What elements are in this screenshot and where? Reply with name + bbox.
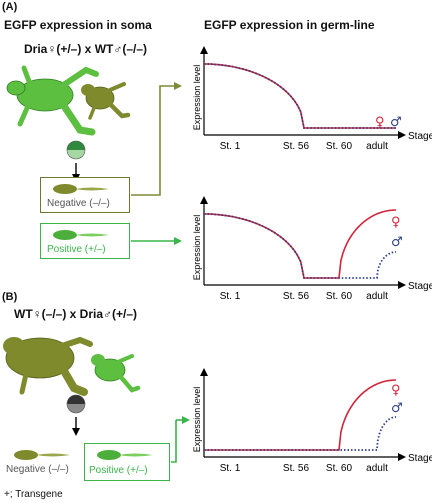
x-axis-label: Stage xyxy=(408,453,432,464)
x-axis-arrow-icon xyxy=(398,131,406,139)
olive-arrow-head-icon xyxy=(174,82,182,90)
positive-offspring-box-a: Positive (+/–) xyxy=(40,223,130,259)
tick-label: St. 1 xyxy=(220,291,241,302)
negative-label-a: Negative (–/–) xyxy=(47,198,110,209)
female-symbol: ♀ xyxy=(391,215,401,230)
positive-label-a: Positive (+/–) xyxy=(47,244,106,255)
tick-label: St. 56 xyxy=(283,141,310,152)
y-axis-label: Expression level xyxy=(192,387,202,453)
embryo-icon-a xyxy=(66,140,86,160)
series-female-line xyxy=(204,209,396,279)
y-axis-label: Expression level xyxy=(192,215,202,281)
x-axis-arrow-icon xyxy=(398,453,406,461)
negative-offspring-box-a: Negative (–/–) xyxy=(40,177,130,213)
x-axis-label: Stage xyxy=(408,131,432,142)
series-male-line xyxy=(204,63,396,129)
male-symbol: ♂ xyxy=(390,115,402,130)
series-female-line xyxy=(204,379,396,451)
female-symbol: ♀ xyxy=(391,383,401,398)
tick-label: St. 1 xyxy=(220,463,241,474)
tadpole-olive-icon xyxy=(53,184,109,194)
y-axis-label: Expression level xyxy=(192,65,202,131)
y-axis-arrow-icon xyxy=(200,368,208,376)
frog-female-olive-icon xyxy=(3,336,93,396)
male-symbol: ♂ xyxy=(391,235,403,250)
cross-a-label: Dria♀(+/–) x WT♂(–/–) xyxy=(24,42,148,56)
tadpole-olive-icon-b xyxy=(14,450,70,460)
tick-label: St. 60 xyxy=(326,141,353,152)
tadpole-green-icon xyxy=(53,230,109,240)
x-axis-label: Stage xyxy=(408,281,432,292)
chart-a-bottom: Expression level Stage St. 1 St. 56 St. 60 ad… xyxy=(192,196,432,302)
header-germline: EGFP expression in germ-line xyxy=(204,18,375,32)
tick-label: St. 1 xyxy=(220,141,241,152)
x-axis-arrow-icon xyxy=(398,281,406,289)
soma-illustration xyxy=(3,65,141,436)
chart-a-top: Expression level Stage St. 1 St. 56 St. 60 ad… xyxy=(192,46,432,152)
tick-label: St. 56 xyxy=(283,291,310,302)
tick-label: St. 56 xyxy=(283,463,310,474)
y-axis-arrow-icon xyxy=(200,46,208,54)
frog-female-green-icon xyxy=(6,65,99,136)
negative-label-b: Negative (–/–) xyxy=(6,464,69,475)
embryo-icon-b xyxy=(66,394,86,414)
tick-label: adult xyxy=(366,141,388,152)
cross-b-label: WT♀(–/–) x Dria♂(+/–) xyxy=(14,307,138,321)
tick-label: adult xyxy=(366,291,388,302)
tick-label: St. 60 xyxy=(326,463,353,474)
series-male-line xyxy=(204,416,396,451)
series-female-line xyxy=(204,63,396,129)
positive-offspring-box-b: Positive (+/–) xyxy=(84,443,170,481)
tick-label: adult xyxy=(366,463,388,474)
female-symbol: ♀ xyxy=(375,115,385,130)
series-male-line xyxy=(204,213,396,279)
green-arrow-head-b-icon xyxy=(182,416,190,424)
panel-label-b: (B) xyxy=(2,291,18,303)
tick-label: St. 60 xyxy=(326,291,353,302)
green-arrow-head-a-icon xyxy=(174,237,182,245)
frog-male-green-icon xyxy=(91,354,141,393)
chart-b: Expression level Stage St. 1 St. 56 St. 60 ad… xyxy=(192,368,432,474)
tadpole-green-icon-b xyxy=(97,450,153,460)
header-soma: EGFP expression in soma xyxy=(4,18,152,32)
footnote: +; Transgene xyxy=(4,489,63,500)
positive-label-b: Positive (+/–) xyxy=(89,465,148,476)
y-axis-arrow-icon xyxy=(200,196,208,204)
male-symbol: ♂ xyxy=(391,401,403,416)
panel-label-a: (A) xyxy=(2,1,18,13)
frog-male-olive-icon xyxy=(81,82,131,120)
